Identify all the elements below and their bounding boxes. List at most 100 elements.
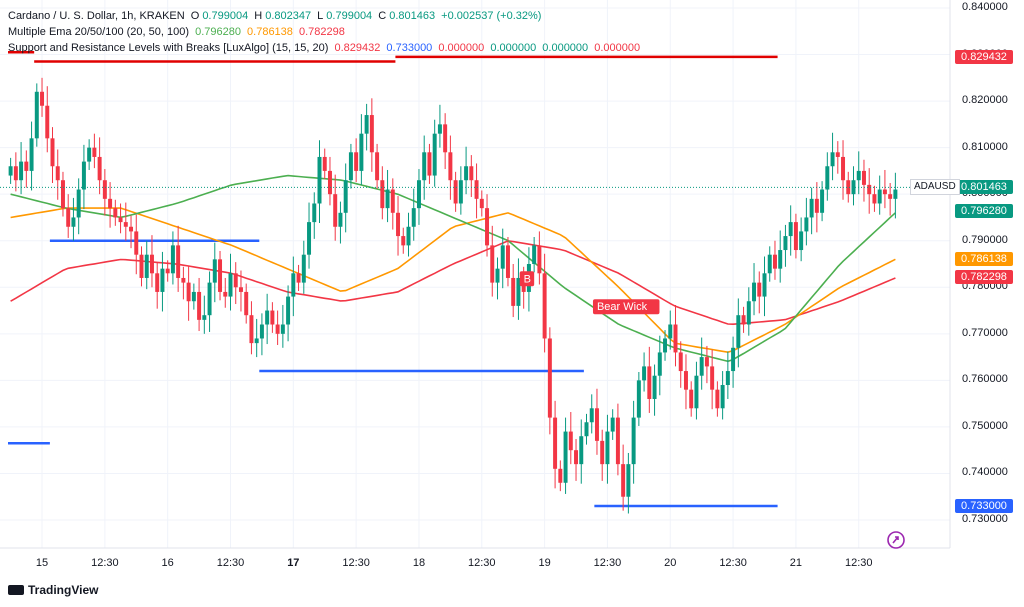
candle-6	[40, 77, 45, 117]
candle-58	[312, 192, 317, 239]
candle-110	[584, 413, 589, 445]
candle-body	[249, 315, 254, 344]
x-tick-label: 12:30	[342, 557, 370, 569]
candle-body	[118, 217, 123, 223]
candle-119	[631, 400, 636, 484]
candle-body	[704, 357, 709, 367]
candle-body	[537, 245, 542, 274]
candle-53	[286, 285, 291, 342]
candle-body	[888, 194, 893, 199]
candle-109	[579, 419, 584, 484]
candle-body	[699, 357, 704, 376]
candle-body	[155, 273, 160, 292]
ema50-value: 0.786138	[247, 26, 293, 38]
candle-body	[301, 254, 306, 283]
candle-body	[81, 161, 86, 190]
support-resistance-levels	[8, 50, 778, 508]
candle-body	[307, 222, 312, 255]
y-tick-label: 0.820000	[962, 94, 1008, 107]
candle-body	[55, 166, 60, 181]
candle-46	[249, 301, 254, 355]
candle-25	[139, 246, 144, 287]
ema100-value: 0.782298	[298, 26, 345, 38]
candle-64	[343, 163, 348, 233]
candle-113	[600, 429, 605, 481]
candle-85	[453, 171, 458, 212]
candle-134	[710, 349, 715, 410]
candle-body	[113, 208, 118, 218]
candle-150	[793, 213, 798, 259]
sr-value-4: 0.000000	[490, 42, 537, 54]
candle-148	[783, 224, 788, 267]
candle-129	[683, 354, 688, 410]
candle-body	[553, 417, 558, 469]
candle-27	[149, 235, 154, 288]
candle-body	[673, 324, 678, 353]
ema20-value: 0.796280	[195, 26, 241, 38]
candle-3	[24, 150, 29, 188]
candle-body	[102, 180, 107, 199]
candle-body	[364, 115, 369, 134]
candle-body	[841, 156, 846, 181]
candle-35	[191, 283, 196, 310]
candle-body	[558, 468, 563, 483]
ema50-line	[10, 207, 896, 354]
symbol-name[interactable]: Cardano / U. S. Dollar, 1h, KRAKEN	[8, 10, 185, 22]
high-value: 0.802347	[265, 10, 312, 22]
candle-body	[736, 315, 741, 348]
candle-92	[490, 225, 495, 297]
candle-body	[835, 152, 840, 157]
candle-13	[76, 178, 81, 235]
candle-17	[97, 137, 102, 195]
candle-59	[317, 140, 322, 224]
candle-body	[851, 180, 856, 195]
candle-body	[24, 161, 29, 171]
brand-name: TradingView	[28, 583, 99, 597]
candle-143	[757, 271, 762, 314]
candle-153	[809, 187, 814, 235]
candle-118	[626, 452, 631, 514]
candle-body	[694, 375, 699, 409]
candle-20	[113, 199, 118, 226]
candle-160	[846, 171, 851, 203]
candle-42	[228, 253, 233, 311]
candle-body	[197, 291, 202, 320]
candle-body	[333, 194, 338, 227]
candle-41	[223, 277, 228, 308]
candle-body	[511, 277, 516, 306]
candle-124	[657, 335, 662, 396]
candle-body	[605, 431, 610, 465]
y-tick-label: 0.750000	[962, 419, 1008, 432]
candle-105	[558, 460, 563, 492]
candle-body	[139, 254, 144, 278]
candle-body	[882, 189, 887, 195]
candle-body	[207, 282, 212, 316]
candle-23	[129, 215, 134, 249]
candle-body	[809, 198, 814, 218]
candle-body	[34, 91, 39, 139]
candle-body	[453, 180, 458, 204]
candle-117	[621, 444, 626, 511]
candle-50	[270, 302, 275, 333]
candle-69	[369, 98, 374, 172]
candle-131	[694, 361, 699, 420]
candle-body	[380, 180, 385, 209]
candle-165	[872, 185, 877, 212]
tradingview-logo[interactable]: TradingView	[8, 583, 98, 597]
price-tag-1: 0.801463	[955, 180, 1013, 195]
candle-body	[820, 189, 825, 213]
candle-body	[678, 352, 683, 372]
replay-icon[interactable]	[887, 531, 905, 549]
sr-indicator-name[interactable]: Support and Resistance Levels with Break…	[8, 42, 329, 54]
candle-93	[495, 257, 500, 300]
candle-48	[259, 313, 264, 356]
candle-128	[678, 341, 683, 388]
x-tick-label: 18	[412, 557, 426, 569]
candle-5	[34, 83, 39, 147]
ema-indicator-name[interactable]: Multiple Ema 20/50/100 (20, 50, 100)	[8, 26, 190, 38]
candle-body	[568, 431, 573, 451]
candle-body	[715, 389, 720, 409]
candle-body	[149, 254, 154, 274]
sr-value-2: 0.733000	[386, 42, 433, 54]
